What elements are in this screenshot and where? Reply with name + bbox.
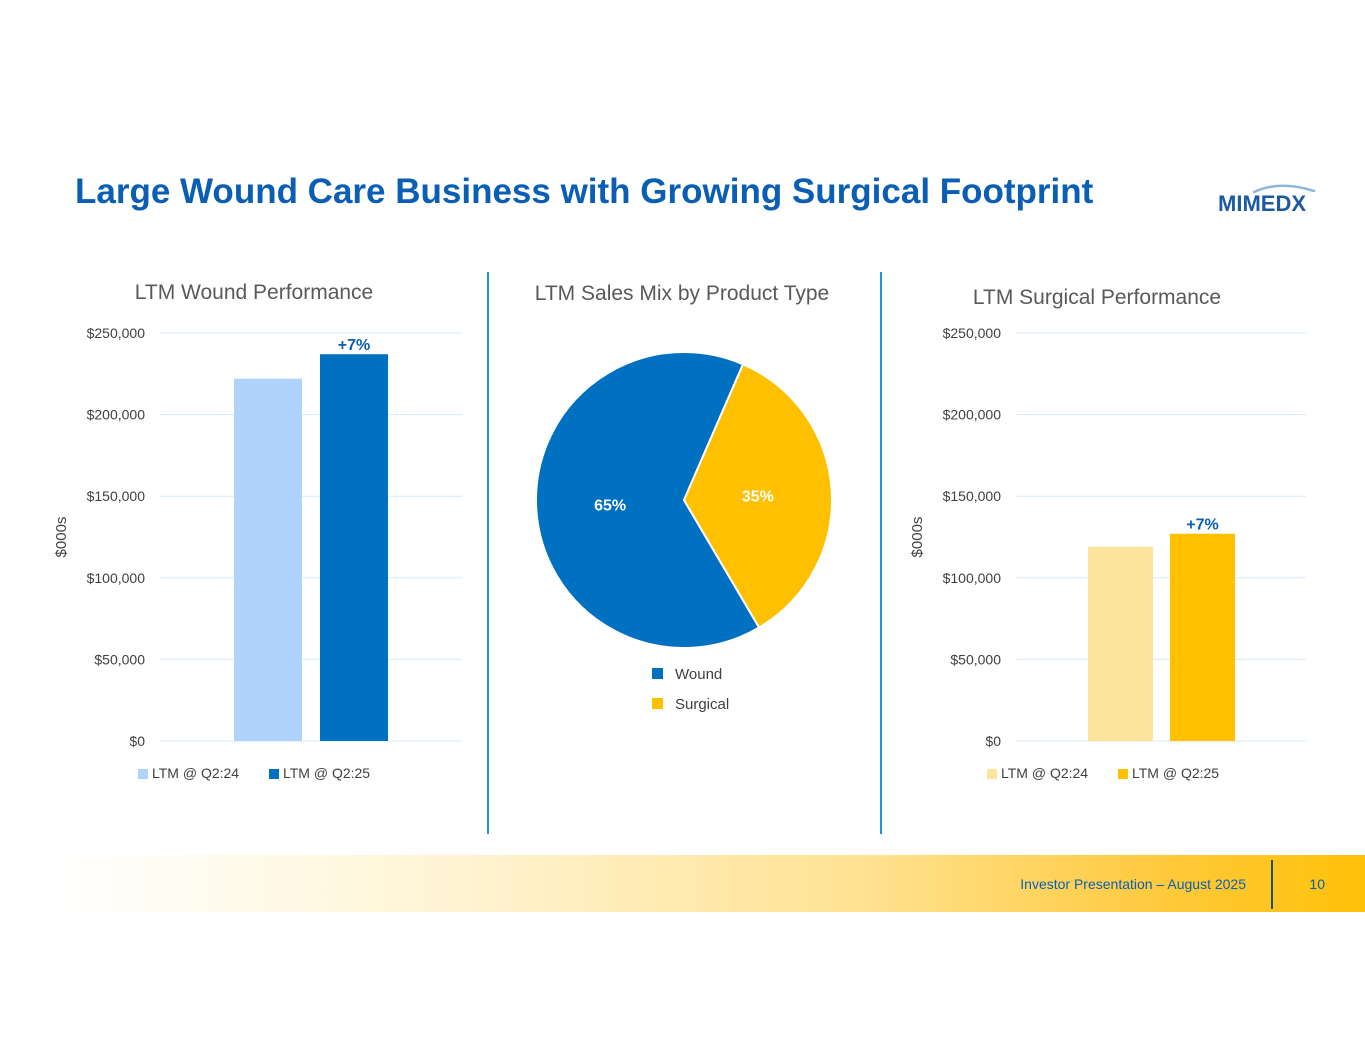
pie-data-label: 35% [742,488,774,505]
y-tick-label: $150,000 [87,488,146,504]
legend-swatch [987,769,997,779]
y-tick-label: $50,000 [94,651,145,667]
legend-swatch [138,769,148,779]
legend-swatch [1118,769,1128,779]
chart-title: LTM Wound Performance [135,281,374,304]
y-tick-label: $0 [985,733,1001,749]
y-tick-label: $0 [129,733,145,749]
y-tick-label: $50,000 [950,651,1001,667]
pie-slice-wound [535,351,761,649]
y-tick-label: $100,000 [943,570,1002,586]
bar-ltm-q2-24 [1088,546,1153,741]
bar-ltm-q2-24 [234,378,302,741]
page-number: 10 [1309,876,1325,892]
y-tick-label: $100,000 [87,570,146,586]
y-tick-label: $250,000 [943,325,1002,341]
logo-arc [1252,184,1316,194]
page-title: Large Wound Care Business with Growing S… [75,172,1094,211]
pie-data-label: 65% [594,498,626,515]
y-tick-label: $250,000 [87,325,146,341]
footer-separator [1271,860,1273,909]
legend-swatch [652,668,663,679]
legend-label: LTM @ Q2:25 [1132,765,1219,781]
divider-left [487,272,489,834]
legend-label: Surgical [675,696,729,713]
growth-annotation: +7% [1186,517,1218,534]
legend-swatch [269,769,279,779]
legend-label: LTM @ Q2:25 [283,765,370,781]
legend-swatch [652,698,663,709]
pie-slice-surgical [682,362,833,629]
y-axis-label: $000s [909,517,926,558]
bar-ltm-q2-25 [320,354,388,741]
footer-text: Investor Presentation – August 2025 [1020,876,1246,892]
footer-band: Investor Presentation – August 2025 10 [60,855,1365,912]
y-tick-label: $150,000 [943,488,1002,504]
logo-text: MIMEDX [1218,191,1306,216]
chart-title: LTM Sales Mix by Product Type [535,282,830,305]
mimedx-logo: MIMEDX [1218,184,1316,216]
bar-ltm-q2-25 [1170,533,1235,741]
legend-label: Wound [675,666,722,683]
y-axis-label: $000s [53,517,70,558]
divider-right [880,272,882,834]
legend-label: LTM @ Q2:24 [1001,765,1088,781]
y-tick-label: $200,000 [87,407,146,423]
chart-title: LTM Surgical Performance [973,286,1221,309]
growth-annotation: +7% [338,337,370,354]
y-tick-label: $200,000 [943,407,1002,423]
legend-label: LTM @ Q2:24 [152,765,239,781]
